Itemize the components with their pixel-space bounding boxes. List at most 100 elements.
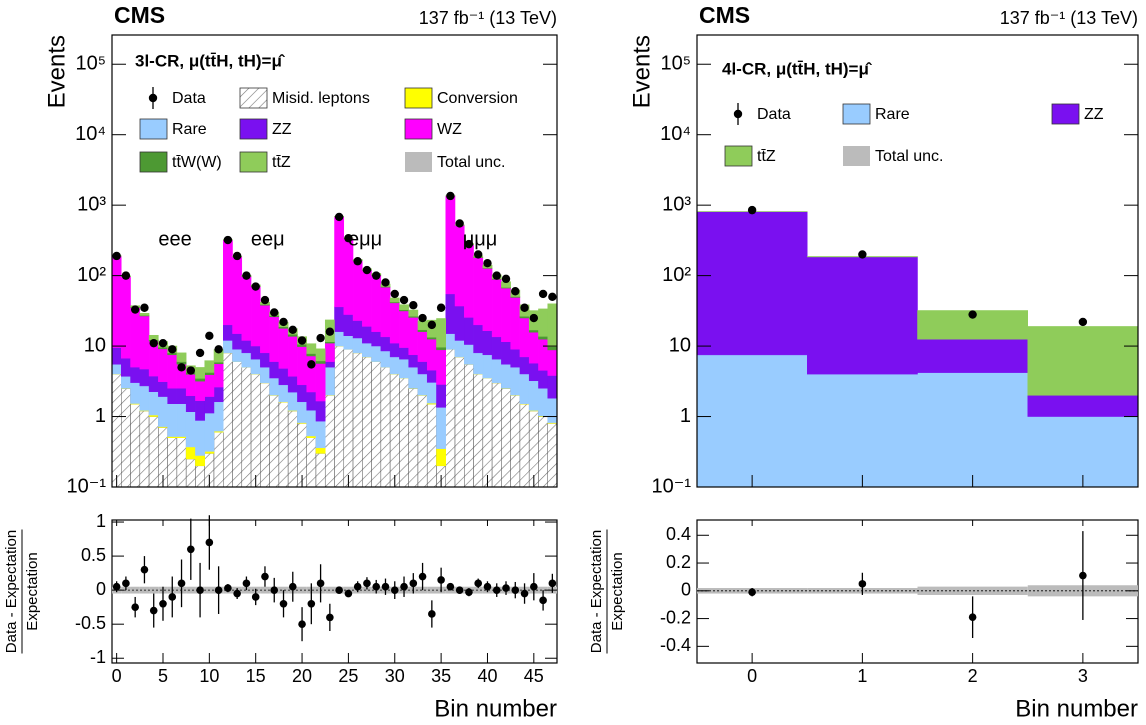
stack-segment [278,384,289,403]
data-point [381,278,390,287]
stack-segment [445,293,456,334]
stack-segment [176,352,187,362]
stack-segment [697,354,808,487]
stack-segment [538,388,548,417]
stack-segment [121,376,131,389]
legend-swatch [239,118,268,140]
stack-segment [250,286,261,347]
legend-swatch [139,118,168,140]
ratio-point [548,579,557,588]
lumi-label: 137 fb⁻¹ (13 TeV) [1000,8,1138,28]
stack-segment [399,304,409,311]
stack-segment [112,255,122,348]
stack-segment [547,423,557,487]
y-axis-label: Events [628,35,655,108]
stack-segment [473,257,484,326]
stack-segment [213,401,224,432]
stack-segment [1027,395,1138,417]
legend-label: Rare [172,121,207,138]
data-point [418,313,427,323]
data-point [492,271,501,280]
stack-segment [362,356,372,487]
data-point [511,287,520,296]
stack-segment [112,347,122,365]
ratio-point [474,579,482,588]
ratio-y-label-num: Data - Expectation [3,530,20,653]
ratio-point [502,584,510,592]
ratio-point [279,599,288,608]
stack-segment [139,410,150,487]
frame [696,34,1139,488]
unc-band [538,586,548,594]
data-point [353,257,362,266]
stack-segment [436,407,446,449]
stack-segment [362,270,372,327]
ratio-point [326,613,334,622]
stack-segment [306,435,317,439]
data-point [186,366,196,375]
stack-segment [454,305,465,341]
y-tick-label: 10 [84,334,106,356]
stack-segment [501,364,511,389]
stack-segment [176,403,187,437]
ratio-y-label-num: Data - Expectation [588,530,605,653]
stack-segment [491,358,502,383]
stack-segment [278,368,289,386]
stack-segment [250,345,261,360]
stack-segment [352,337,363,354]
data-point [112,251,121,261]
ratio-point [492,586,501,594]
stack-segment [204,374,215,397]
stack-segment [306,409,317,437]
stack-segment [315,400,326,422]
stack-segment [195,367,205,379]
stack-segment [343,314,354,336]
stack-segment [139,385,150,411]
stack-segment [436,346,446,351]
ratio-point [187,545,195,554]
stack-segment [547,397,557,423]
stack-segment [417,395,428,487]
ratio-y-tick-label: -0.4 [660,635,691,655]
legend-swatch [843,146,870,166]
legend-swatch [139,151,168,173]
ratio-point [344,589,353,598]
data-point [436,303,446,312]
legend-label: Total unc. [437,154,505,171]
stack-segment [223,239,233,326]
stack-segment [297,423,307,487]
data-point [214,345,223,354]
stack-segment [519,315,530,319]
stack-segment [436,349,446,385]
ratio-point [437,576,445,584]
data-point [529,313,539,323]
ratio-point [483,582,492,591]
stack-segment [204,412,215,452]
ratio-point [307,599,316,608]
y-tick-label: 10⁵ [75,53,106,75]
stack-segment [1027,416,1138,487]
ratio-point [149,606,158,615]
stack-segment [482,330,493,356]
data-point [270,308,279,317]
y-tick-label: 10³ [662,193,691,215]
stack-segment [232,256,243,334]
stack-segment [482,377,493,487]
stack-segment [528,331,539,364]
stack-segment [807,373,918,487]
stack-segment [204,360,215,373]
stack-segment [528,410,539,487]
ratio-point [242,579,251,588]
data-point [177,363,186,372]
stack-segment [426,338,437,371]
unc-band [473,586,483,594]
ratio-y-tick-label: 0.2 [666,552,691,572]
data-point [362,265,372,275]
stack-segment [445,333,456,350]
stack-segment [519,373,530,404]
stack-segment [389,297,400,303]
stack-segment [324,366,335,396]
subtitle: 3l-CR, μ(tt̄H, tH)=μ̂ [135,51,286,70]
stack-segment [371,361,382,487]
data-point [858,250,867,259]
